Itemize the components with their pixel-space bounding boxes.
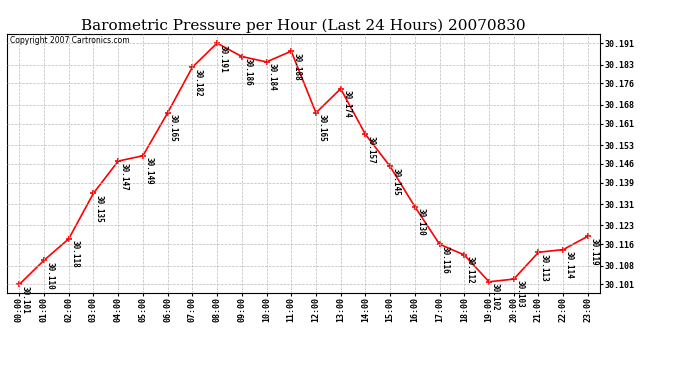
Text: 30.119: 30.119 [589, 238, 598, 266]
Text: 30.182: 30.182 [194, 69, 203, 96]
Text: 30.103: 30.103 [515, 280, 524, 308]
Text: 30.157: 30.157 [367, 136, 376, 164]
Text: 30.165: 30.165 [169, 114, 178, 142]
Text: 30.135: 30.135 [95, 195, 103, 222]
Text: 30.165: 30.165 [317, 114, 326, 142]
Text: 30.184: 30.184 [268, 63, 277, 91]
Text: 30.112: 30.112 [466, 256, 475, 284]
Title: Barometric Pressure per Hour (Last 24 Hours) 20070830: Barometric Pressure per Hour (Last 24 Ho… [81, 18, 526, 33]
Text: 30.147: 30.147 [119, 162, 128, 190]
Text: 30.114: 30.114 [564, 251, 573, 279]
Text: 30.174: 30.174 [342, 90, 351, 118]
Text: 30.118: 30.118 [70, 240, 79, 268]
Text: Copyright 2007 Cartronics.com: Copyright 2007 Cartronics.com [10, 36, 130, 45]
Text: 30.116: 30.116 [441, 246, 450, 273]
Text: 30.110: 30.110 [46, 262, 55, 290]
Text: 30.102: 30.102 [491, 283, 500, 311]
Text: 30.188: 30.188 [293, 53, 302, 80]
Text: 30.130: 30.130 [416, 208, 425, 236]
Text: 30.186: 30.186 [243, 58, 252, 86]
Text: 30.113: 30.113 [540, 254, 549, 281]
Text: 30.149: 30.149 [144, 157, 153, 185]
Text: 30.191: 30.191 [219, 45, 228, 72]
Text: 30.145: 30.145 [391, 168, 400, 196]
Text: 30.101: 30.101 [21, 286, 30, 314]
